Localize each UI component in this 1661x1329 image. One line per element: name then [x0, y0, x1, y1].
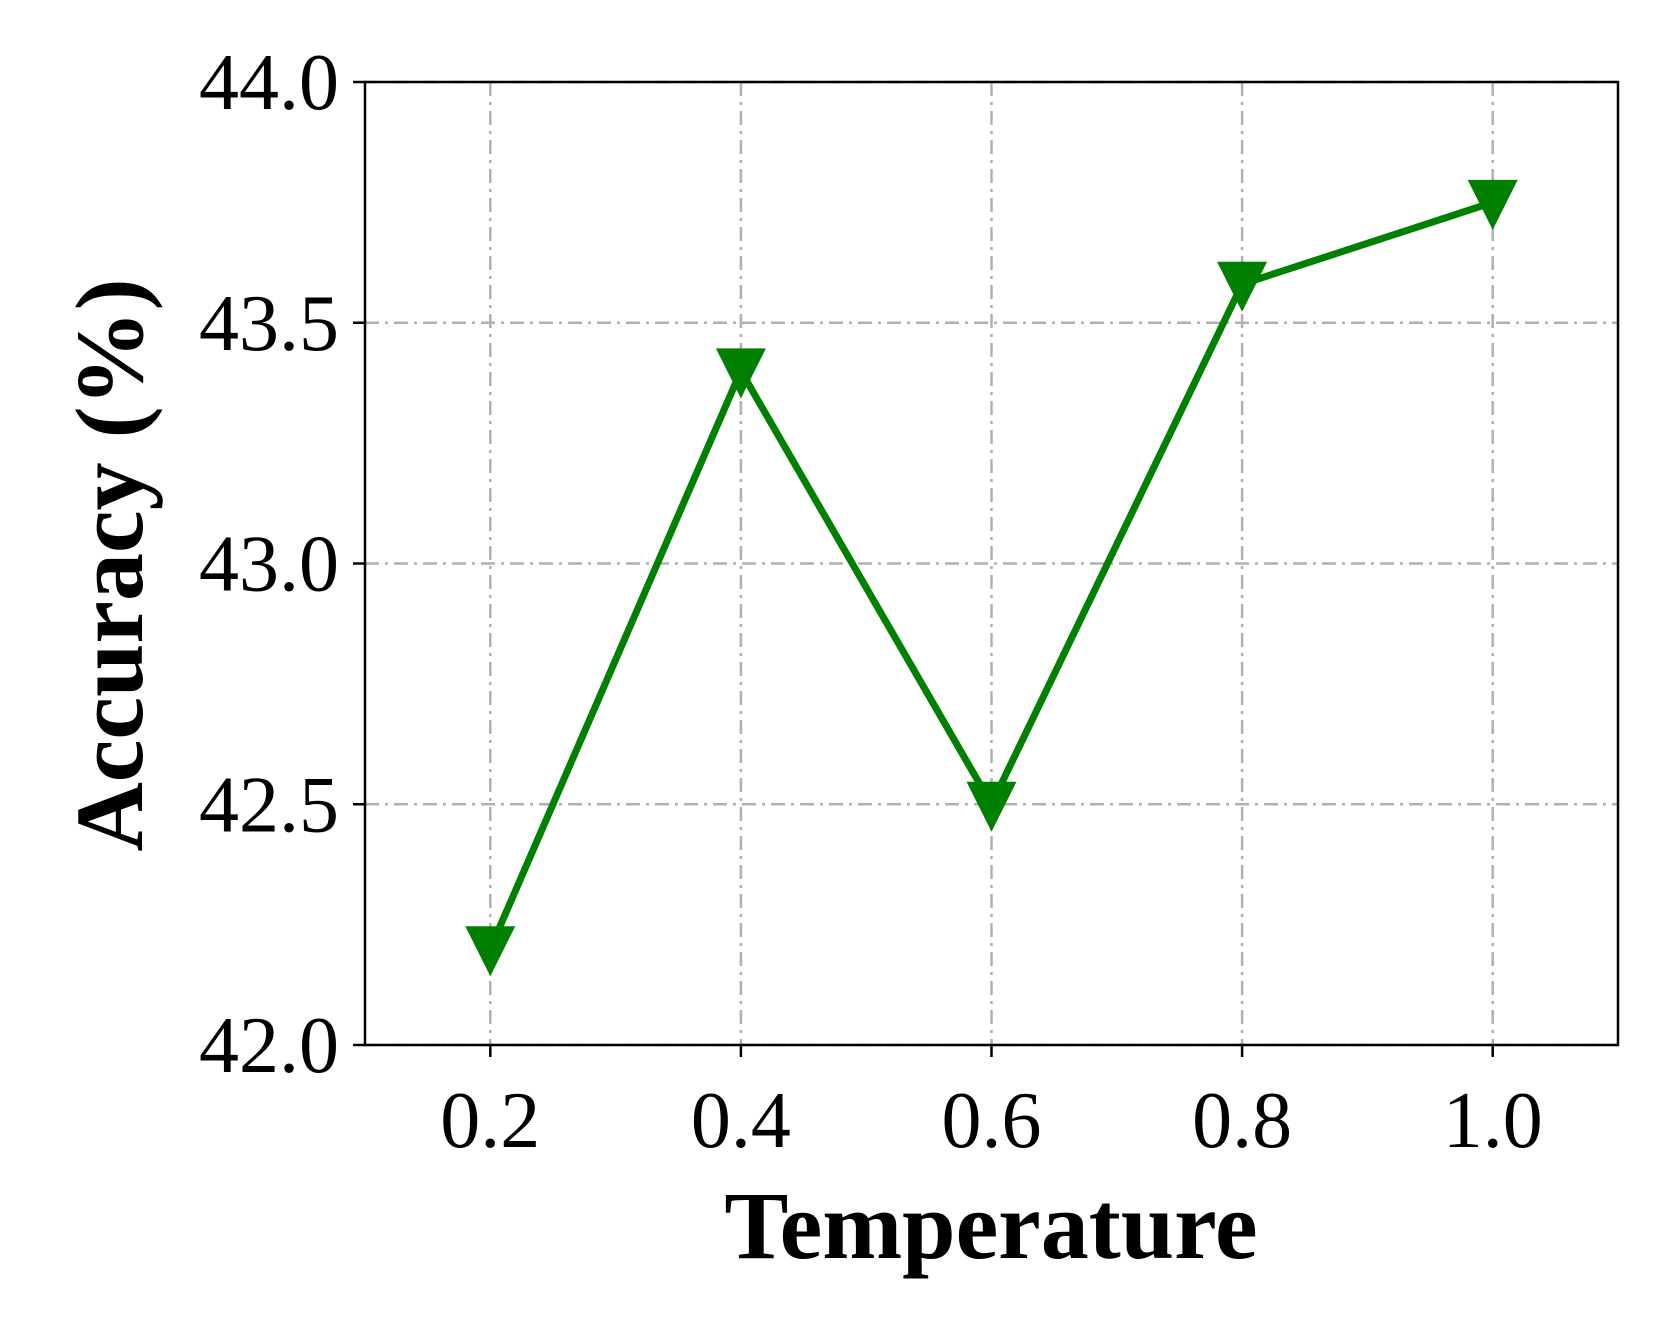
x-tick-label: 1.0: [1443, 1077, 1543, 1165]
y-tick-label: 42.5: [199, 761, 339, 849]
data-point: [1467, 179, 1518, 230]
x-axis-label: Temperature: [724, 1172, 1257, 1279]
series-markers: [465, 179, 1518, 977]
x-axis-ticks: 0.2 0.4 0.6 0.8 1.0: [440, 1045, 1543, 1165]
data-point: [1217, 261, 1268, 312]
data-point: [465, 926, 516, 977]
data-point: [715, 348, 766, 399]
y-tick-label: 44.0: [199, 39, 339, 127]
y-tick-label: 42.0: [199, 1002, 339, 1090]
y-tick-label: 43.5: [199, 280, 339, 368]
x-tick-label: 0.8: [1192, 1077, 1292, 1165]
data-point: [966, 781, 1017, 832]
x-tick-label: 0.2: [440, 1077, 540, 1165]
x-tick-label: 0.4: [691, 1077, 791, 1165]
y-axis-label: Accuracy (%): [56, 278, 163, 851]
y-tick-label: 43.0: [199, 521, 339, 609]
y-axis-ticks: 42.0 42.5 43.0 43.5 44.0: [199, 39, 365, 1090]
x-tick-label: 0.6: [942, 1077, 1042, 1165]
